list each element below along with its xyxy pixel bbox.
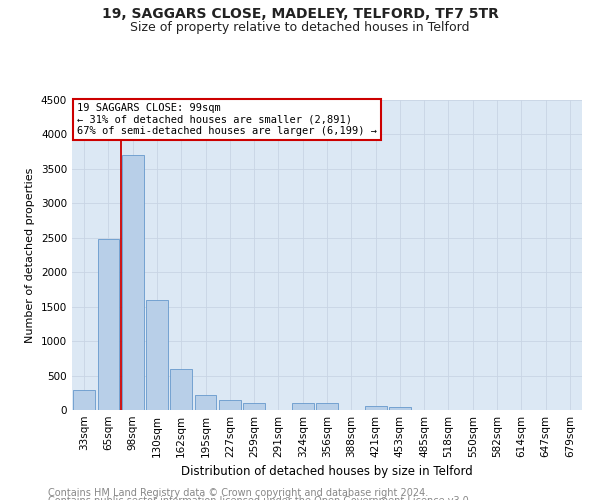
Text: Contains public sector information licensed under the Open Government Licence v3: Contains public sector information licen… <box>48 496 472 500</box>
Bar <box>194 394 217 410</box>
Text: 19 SAGGARS CLOSE: 99sqm
← 31% of detached houses are smaller (2,891)
67% of semi: 19 SAGGARS CLOSE: 99sqm ← 31% of detache… <box>77 103 377 136</box>
Y-axis label: Number of detached properties: Number of detached properties <box>25 168 35 342</box>
Bar <box>146 300 168 410</box>
X-axis label: Distribution of detached houses by size in Telford: Distribution of detached houses by size … <box>181 466 473 478</box>
Bar <box>122 155 143 410</box>
Bar <box>243 404 265 410</box>
Bar <box>389 406 411 410</box>
Text: Size of property relative to detached houses in Telford: Size of property relative to detached ho… <box>130 21 470 34</box>
Bar <box>170 370 192 410</box>
Text: Contains HM Land Registry data © Crown copyright and database right 2024.: Contains HM Land Registry data © Crown c… <box>48 488 428 498</box>
Bar <box>219 400 241 410</box>
Text: 19, SAGGARS CLOSE, MADELEY, TELFORD, TF7 5TR: 19, SAGGARS CLOSE, MADELEY, TELFORD, TF7… <box>101 8 499 22</box>
Bar <box>292 404 314 410</box>
Bar <box>365 406 386 410</box>
Bar <box>73 390 95 410</box>
Bar <box>97 239 119 410</box>
Bar <box>316 404 338 410</box>
